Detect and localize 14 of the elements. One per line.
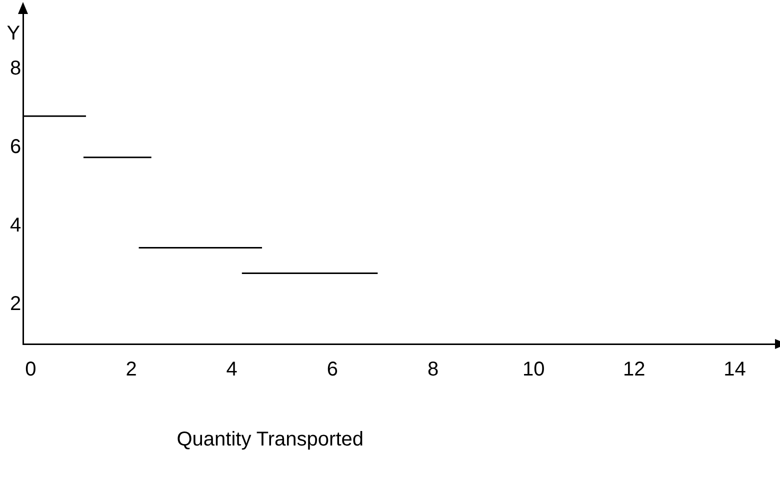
x-tick-label: 14	[724, 358, 746, 381]
x-tick-label: 6	[326, 358, 338, 381]
y-axis-title: Y	[6, 22, 20, 45]
y-tick-label: 8	[10, 58, 22, 80]
y-tick-label: 4	[10, 214, 22, 237]
x-tick-label: 10	[522, 358, 545, 381]
x-tick-label: 4	[226, 358, 238, 381]
x-tick-label: 2	[126, 358, 137, 381]
x-tick-label: 8	[427, 358, 439, 381]
x-tick-label: 0	[25, 358, 36, 381]
x-tick-label: 12	[623, 358, 646, 381]
y-tick-label: 2	[10, 293, 22, 316]
y-tick-label: 6	[10, 136, 22, 158]
x-axis-title: Quantity Transported	[176, 428, 364, 451]
